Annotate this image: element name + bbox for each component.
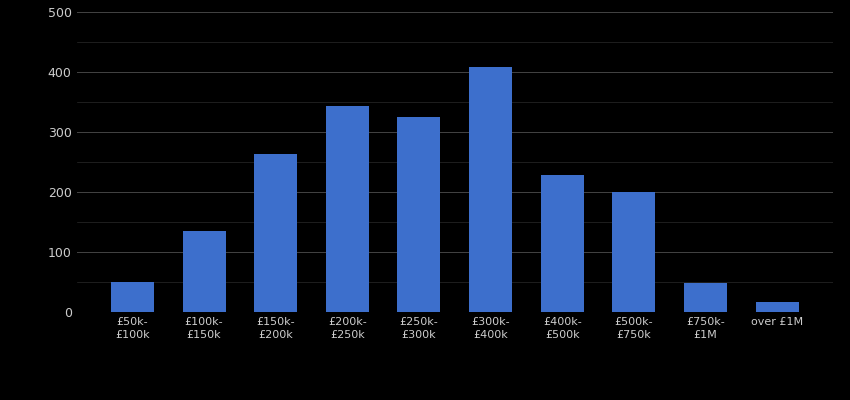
- Bar: [756, 302, 799, 312]
- Bar: [254, 154, 298, 312]
- Bar: [110, 282, 154, 312]
- Bar: [684, 283, 727, 312]
- Bar: [183, 231, 225, 312]
- Bar: [541, 175, 584, 312]
- Bar: [326, 106, 369, 312]
- Bar: [469, 67, 512, 312]
- Bar: [612, 192, 655, 312]
- Bar: [398, 117, 440, 312]
